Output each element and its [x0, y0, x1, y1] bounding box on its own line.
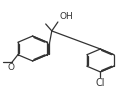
- Text: Cl: Cl: [96, 78, 105, 88]
- Text: O: O: [8, 63, 15, 72]
- Text: OH: OH: [59, 13, 73, 22]
